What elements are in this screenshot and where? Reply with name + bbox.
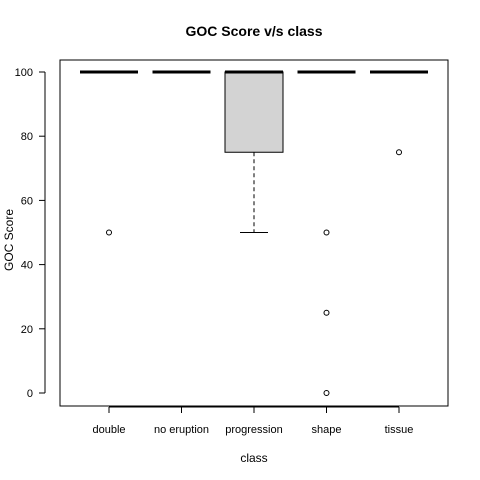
- box-group-progression: [224, 70, 284, 233]
- x-tick-label: double: [92, 424, 125, 436]
- y-tick-label: 0: [27, 388, 33, 400]
- x-tick-label: shape: [312, 424, 342, 436]
- outlier-point: [323, 390, 330, 396]
- y-tick-label: 60: [21, 195, 33, 207]
- outlier-point: [323, 229, 330, 236]
- y-tick-label: 40: [21, 260, 33, 272]
- outlier-point: [396, 149, 402, 156]
- outlier-point: [106, 229, 112, 236]
- y-axis-label: GOC Score: [2, 209, 16, 271]
- box-group-shape: [297, 70, 356, 396]
- box-body: [224, 71, 284, 153]
- x-tick-label: no eruption: [154, 424, 209, 436]
- x-tick-label: tissue: [385, 424, 414, 436]
- box-group-tissue: [370, 70, 428, 156]
- chart-title: GOC Score v/s class: [186, 23, 323, 39]
- y-tick-label: 100: [15, 67, 33, 79]
- box-group-double: [80, 70, 138, 236]
- plot-layer: 0 20 40 60 80 100 double no eruption progression…: [15, 67, 428, 436]
- y-tick-label: 80: [21, 131, 33, 143]
- x-axis-label: class: [240, 451, 267, 465]
- x-tick-label: progression: [225, 424, 282, 436]
- y-tick-label: 20: [21, 324, 33, 336]
- plot-frame: [59, 59, 449, 407]
- outlier-point: [323, 309, 330, 316]
